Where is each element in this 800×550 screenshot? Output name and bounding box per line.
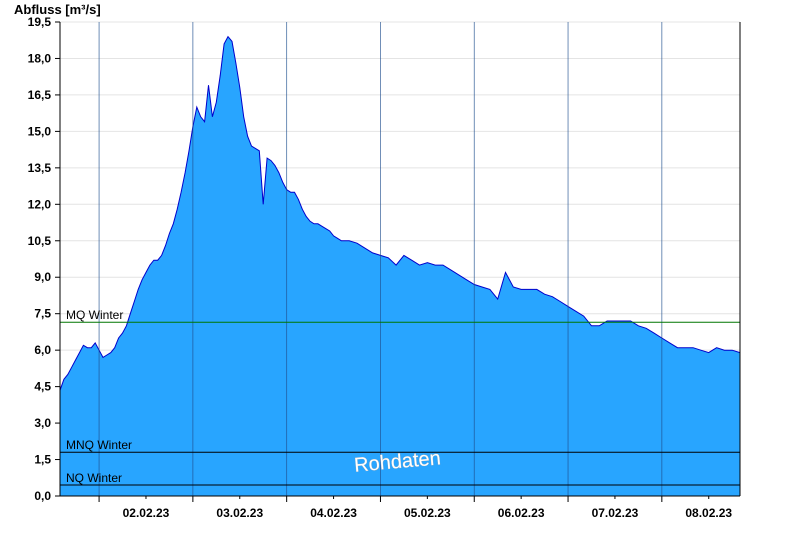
y-tick-label-6: 9,0 (34, 270, 51, 284)
y-tick-labels: 0,0 1,5 3,0 4,5 6,0 7,5 9,0 10,5 12,0 13,5 15,0 16,… (28, 15, 60, 503)
day-lines (98, 22, 663, 496)
x-tick-label-6: 08.02.23 (685, 506, 732, 520)
y-axis-label: Abfluss [m³/s] (14, 2, 101, 17)
y-tick-label-10: 15,0 (28, 124, 52, 138)
x-tick-labels: 02.02.23 03.02.23 04.02.23 05.02.23 06.02.23… (98, 496, 732, 520)
y-tick-label-2: 3,0 (34, 416, 51, 430)
y-tick-label-5: 7,5 (34, 307, 51, 321)
reference-lines: MQ Winter MNQ Winter NQ Winter (60, 308, 740, 486)
series-area-0 (60, 36, 740, 496)
x-tick-label-5: 07.02.23 (592, 506, 639, 520)
series-line-0 (59, 35, 741, 391)
ref-label-0: MQ Winter (66, 308, 123, 322)
x-tick-label-4: 06.02.23 (498, 506, 545, 520)
y-tick-label-12: 18,0 (28, 51, 52, 65)
y-tick-label-4: 6,0 (34, 343, 51, 357)
y-tick-label-1: 1,5 (34, 453, 51, 467)
y-tick-label-8: 12,0 (28, 197, 52, 211)
x-tick-label-3: 05.02.23 (404, 506, 451, 520)
axes (59, 22, 741, 497)
y-tick-label-0: 0,0 (34, 489, 51, 503)
x-tick-label-0: 02.02.23 (123, 506, 170, 520)
x-tick-label-2: 04.02.23 (310, 506, 357, 520)
ref-label-1: MNQ Winter (66, 438, 132, 452)
plot-area (59, 35, 741, 496)
y-tick-label-9: 13,5 (28, 161, 52, 175)
y-tick-label-13: 19,5 (28, 15, 52, 29)
y-tick-label-3: 4,5 (34, 380, 51, 394)
ref-label-2: NQ Winter (66, 471, 122, 485)
y-tick-label-7: 10,5 (28, 234, 52, 248)
x-tick-label-1: 03.02.23 (216, 506, 263, 520)
y-tick-label-11: 16,5 (28, 88, 52, 102)
